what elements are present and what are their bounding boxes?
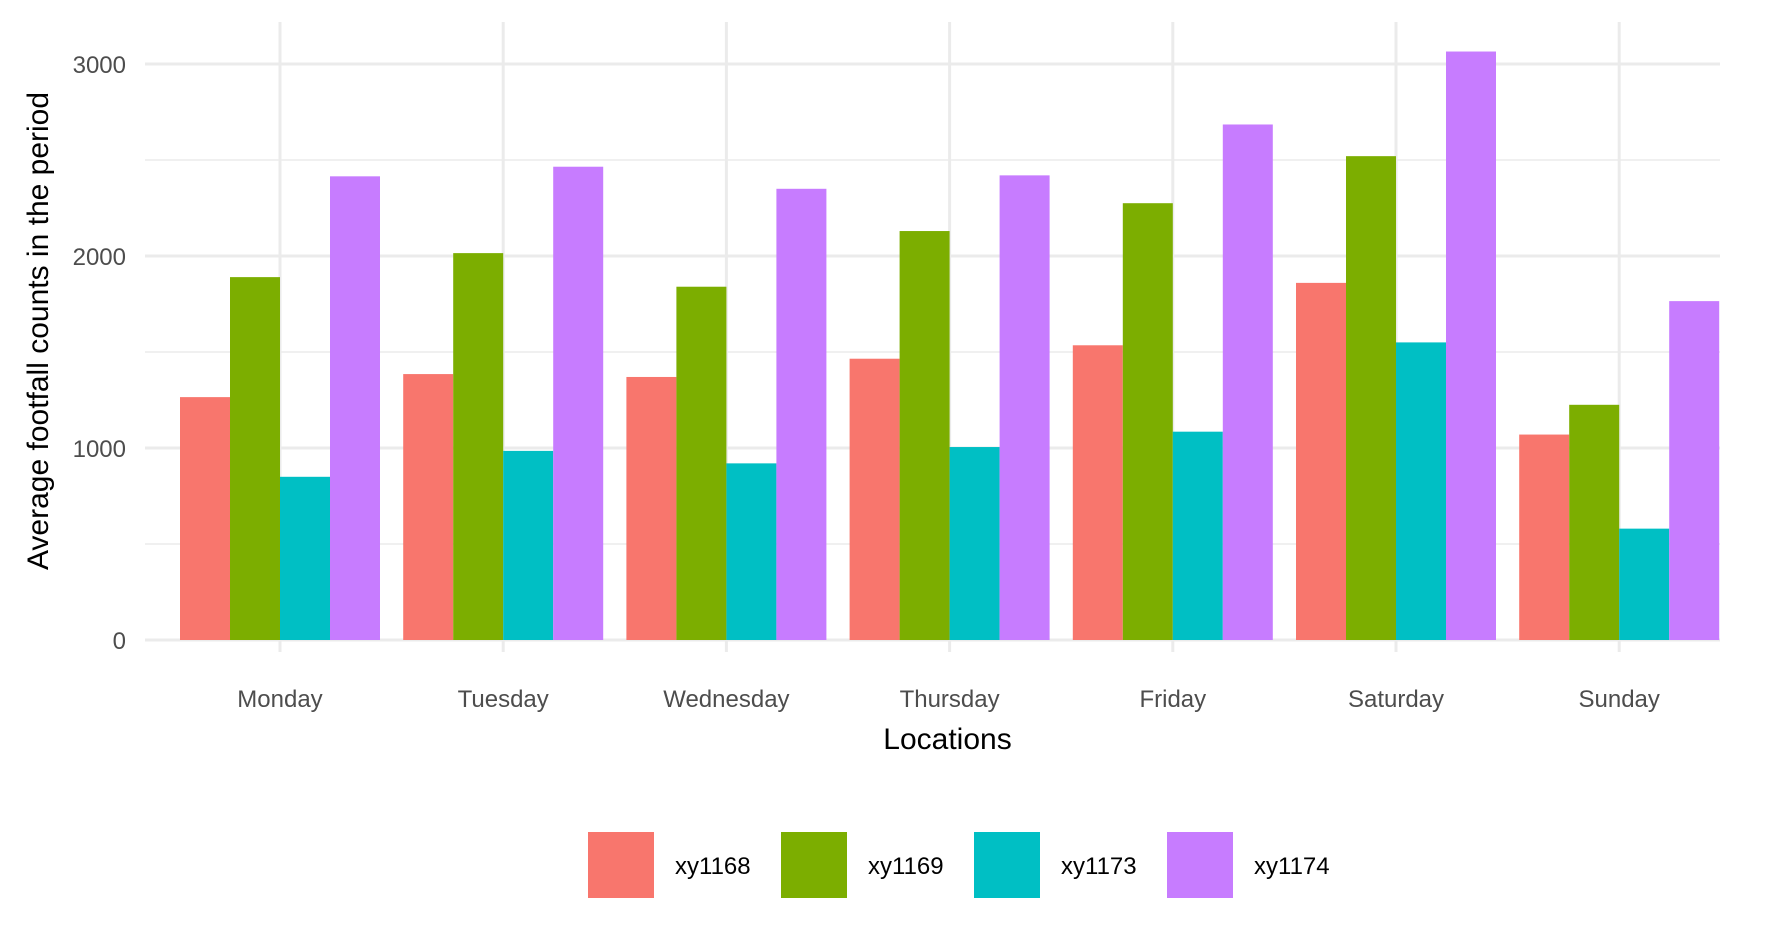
x-tick-label: Tuesday <box>458 686 549 713</box>
bar-xy1168-saturday <box>1296 282 1346 640</box>
bar-xy1174-tuesday <box>553 166 604 640</box>
bar-xy1169-tuesday <box>453 253 504 640</box>
bars <box>180 51 1720 641</box>
x-tick-label: Wednesday <box>663 686 789 713</box>
legend: xy1168 xy1169 xy1173 xy1174 <box>588 832 1330 898</box>
legend-key-xy1174 <box>1167 832 1233 898</box>
y-axis: 0 1000 2000 3000 <box>73 52 126 655</box>
bar-xy1168-thursday <box>849 358 900 640</box>
bar-xy1173-thursday <box>949 447 1000 640</box>
bar-xy1174-thursday <box>999 175 1050 641</box>
bar-xy1169-saturday <box>1346 156 1396 640</box>
y-tick-label: 1000 <box>73 436 126 463</box>
x-axis-title: Locations <box>883 723 1011 756</box>
bar-xy1173-monday <box>280 476 330 640</box>
bar-xy1168-friday <box>1072 345 1123 640</box>
bar-xy1168-sunday <box>1519 434 1570 640</box>
legend-label-xy1169: xy1169 <box>868 853 944 880</box>
bar-xy1173-sunday <box>1619 528 1670 640</box>
x-tick-label: Friday <box>1139 686 1206 713</box>
x-axis: Monday Tuesday Wednesday Thursday Friday Satu… <box>237 686 1660 713</box>
legend-label-xy1174: xy1174 <box>1254 853 1330 880</box>
x-tick-label: Sunday <box>1578 686 1659 713</box>
bar-xy1173-tuesday <box>503 450 554 640</box>
y-tick-label: 2000 <box>73 244 126 271</box>
bar-xy1173-saturday <box>1396 342 1446 640</box>
bar-xy1169-wednesday <box>676 286 727 640</box>
x-tick-label: Monday <box>237 686 322 713</box>
bar-xy1169-monday <box>230 277 280 640</box>
bar-xy1173-friday <box>1172 431 1223 640</box>
legend-label-xy1173: xy1173 <box>1061 853 1137 880</box>
bar-xy1174-monday <box>330 176 380 640</box>
x-tick-label: Saturday <box>1348 686 1444 713</box>
bar-xy1174-wednesday <box>776 188 827 641</box>
bar-xy1174-sunday <box>1669 301 1720 640</box>
x-tick-label: Thursday <box>900 686 1000 713</box>
bar-xy1169-thursday <box>899 231 950 641</box>
bar-xy1173-wednesday <box>726 463 777 640</box>
bar-xy1168-wednesday <box>626 376 677 640</box>
bar-xy1169-friday <box>1122 203 1173 640</box>
bar-xy1168-tuesday <box>403 374 454 640</box>
bar-xy1174-saturday <box>1446 51 1496 640</box>
y-tick-label: 3000 <box>73 52 126 79</box>
legend-label-xy1168: xy1168 <box>675 853 751 880</box>
legend-key-xy1169 <box>781 832 847 898</box>
bar-xy1168-monday <box>180 397 230 640</box>
legend-key-xy1173 <box>974 832 1040 898</box>
y-tick-label: 0 <box>113 628 126 655</box>
bar-xy1174-friday <box>1222 124 1273 641</box>
legend-key-xy1168 <box>588 832 654 898</box>
bar-xy1169-sunday <box>1569 404 1620 640</box>
y-axis-title: Average footfall counts in the period <box>22 92 55 570</box>
